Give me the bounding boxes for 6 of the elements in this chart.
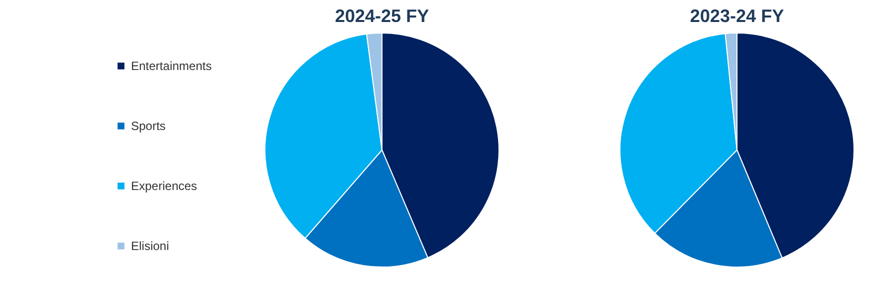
- legend-label: Sports: [131, 119, 166, 133]
- legend-label: Entertainments: [131, 59, 212, 73]
- legend-label: Elisioni: [131, 239, 170, 253]
- chart-title: 2024-25 FY: [334, 6, 430, 26]
- chart-title: 2023-24 FY: [690, 6, 784, 26]
- legend-label: Experiences: [131, 179, 198, 193]
